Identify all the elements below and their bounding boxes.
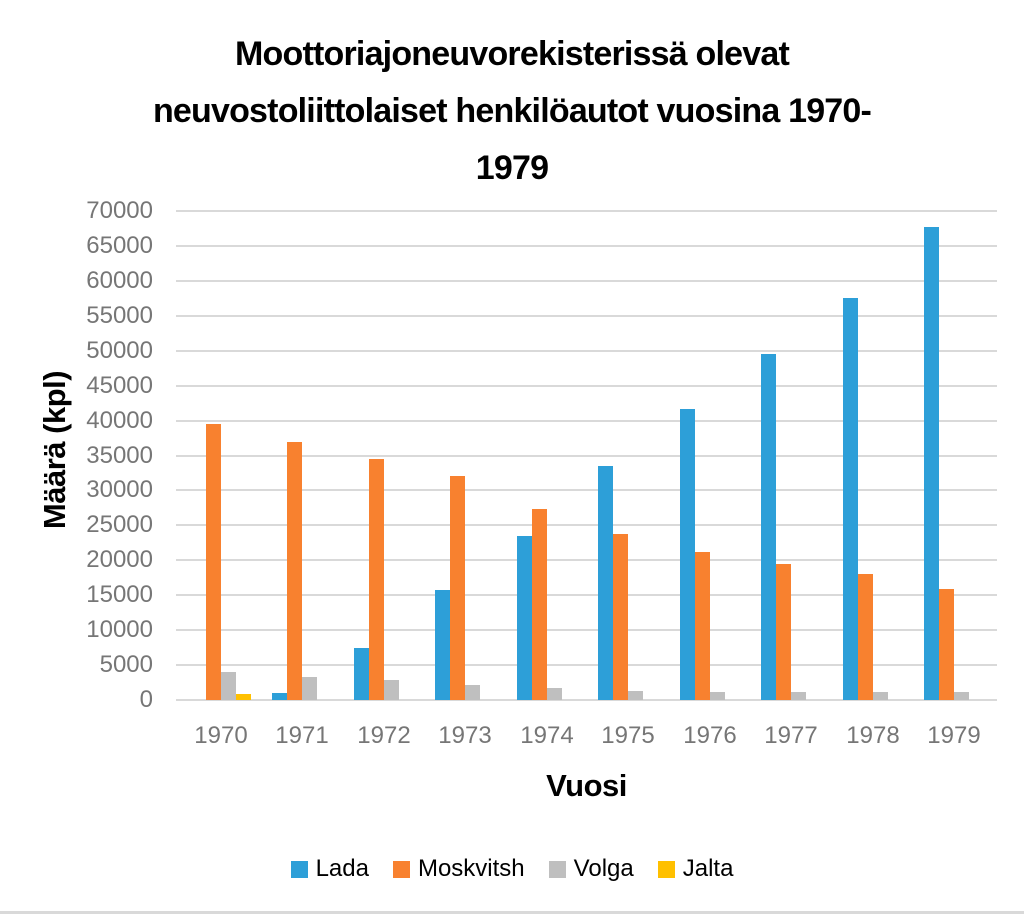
bar-moskvitsh-1973	[450, 476, 465, 700]
bar-volga-1974	[547, 688, 562, 700]
bar-lada-1974	[517, 536, 532, 700]
chart-title: Moottoriajoneuvorekisterissä olevat neuv…	[0, 26, 1024, 197]
bottom-divider	[0, 911, 1024, 914]
x-tick-label-1976: 1976	[683, 722, 737, 749]
gridline-30000	[176, 489, 997, 491]
y-tick-label-0: 0	[139, 686, 153, 713]
legend-swatch-volga	[548, 860, 566, 878]
legend-label-volga: Volga	[573, 855, 634, 882]
bar-jalta-1970	[236, 694, 251, 700]
bar-lada-1979	[924, 227, 939, 700]
bar-lada-1975	[598, 466, 613, 700]
legend-swatch-moskvitsh	[392, 860, 410, 878]
x-axis-title: Vuosi	[546, 768, 627, 803]
bar-moskvitsh-1974	[532, 509, 547, 700]
x-tick-label-1975: 1975	[601, 722, 655, 749]
chart-title-line-2: neuvostoliittolaiset henkilöautot vuosin…	[152, 92, 872, 130]
gridline-45000	[176, 385, 997, 387]
y-tick-label-60000: 60000	[86, 267, 153, 294]
bar-moskvitsh-1978	[858, 574, 873, 700]
legend-label-moskvitsh: Moskvitsh	[417, 855, 525, 882]
bar-volga-1976	[710, 692, 725, 700]
gridline-65000	[176, 245, 997, 247]
y-tick-label-50000: 50000	[86, 337, 153, 364]
chart-title-line-1: Moottoriajoneuvorekisterissä olevat	[235, 35, 790, 73]
gridline-5000	[176, 664, 997, 666]
y-tick-label-40000: 40000	[86, 407, 153, 434]
legend-item-moskvitsh: Moskvitsh	[392, 855, 525, 883]
gridline-60000	[176, 280, 997, 282]
x-tick-label-1978: 1978	[846, 722, 900, 749]
y-tick-label-45000: 45000	[86, 372, 153, 399]
legend: Lada Moskvitsh Volga Jalta	[0, 855, 1024, 883]
y-tick-label-65000: 65000	[86, 232, 153, 259]
gridline-10000	[176, 629, 997, 631]
gridline-55000	[176, 315, 997, 317]
bar-lada-1978	[843, 298, 858, 700]
bar-volga-1970	[221, 672, 236, 700]
legend-swatch-jalta	[657, 860, 675, 878]
x-tick-label-1977: 1977	[764, 722, 818, 749]
y-tick-label-5000: 5000	[99, 651, 153, 678]
y-tick-label-30000: 30000	[86, 476, 153, 503]
legend-label-lada: Lada	[315, 855, 369, 882]
x-tick-label-1972: 1972	[357, 722, 411, 749]
legend-swatch-lada	[290, 860, 308, 878]
legend-label-jalta: Jalta	[682, 855, 734, 882]
bar-volga-1977	[791, 692, 806, 700]
x-tick-label-1970: 1970	[194, 722, 248, 749]
y-tick-label-15000: 15000	[86, 581, 153, 608]
x-tick-label-1979: 1979	[927, 722, 981, 749]
y-tick-label-25000: 25000	[86, 511, 153, 538]
y-tick-label-35000: 35000	[86, 442, 153, 469]
gridline-70000	[176, 210, 997, 212]
bar-lada-1977	[761, 354, 776, 700]
gridline-35000	[176, 455, 997, 457]
x-tick-label-1971: 1971	[275, 722, 329, 749]
bar-lada-1973	[435, 590, 450, 700]
chart-title-line-3: 1979	[475, 149, 549, 187]
bar-lada-1971	[272, 693, 287, 700]
x-tick-label-1974: 1974	[520, 722, 574, 749]
legend-item-volga: Volga	[548, 855, 634, 883]
y-tick-label-55000: 55000	[86, 302, 153, 329]
legend-item-lada: Lada	[290, 855, 369, 883]
gridline-15000	[176, 594, 997, 596]
bar-lada-1972	[354, 648, 369, 700]
bar-moskvitsh-1976	[695, 552, 710, 700]
bar-volga-1972	[384, 680, 399, 700]
bar-volga-1975	[628, 691, 643, 700]
bar-moskvitsh-1979	[939, 589, 954, 700]
legend-item-jalta: Jalta	[657, 855, 734, 883]
bar-moskvitsh-1970	[206, 424, 221, 700]
gridline-20000	[176, 559, 997, 561]
bar-moskvitsh-1977	[776, 564, 791, 700]
bar-moskvitsh-1975	[613, 534, 628, 700]
y-tick-label-20000: 20000	[86, 546, 153, 573]
bar-volga-1973	[465, 685, 480, 700]
bar-volga-1978	[873, 692, 888, 700]
y-tick-label-70000: 70000	[86, 197, 153, 224]
bar-volga-1979	[954, 692, 969, 700]
gridline-50000	[176, 350, 997, 352]
gridline-0	[176, 699, 997, 701]
x-tick-label-1973: 1973	[438, 722, 492, 749]
bar-lada-1976	[680, 409, 695, 700]
y-tick-label-10000: 10000	[86, 616, 153, 643]
gridline-40000	[176, 420, 997, 422]
gridline-25000	[176, 524, 997, 526]
bar-moskvitsh-1972	[369, 459, 384, 700]
bar-volga-1971	[302, 677, 317, 700]
bar-moskvitsh-1971	[287, 442, 302, 700]
